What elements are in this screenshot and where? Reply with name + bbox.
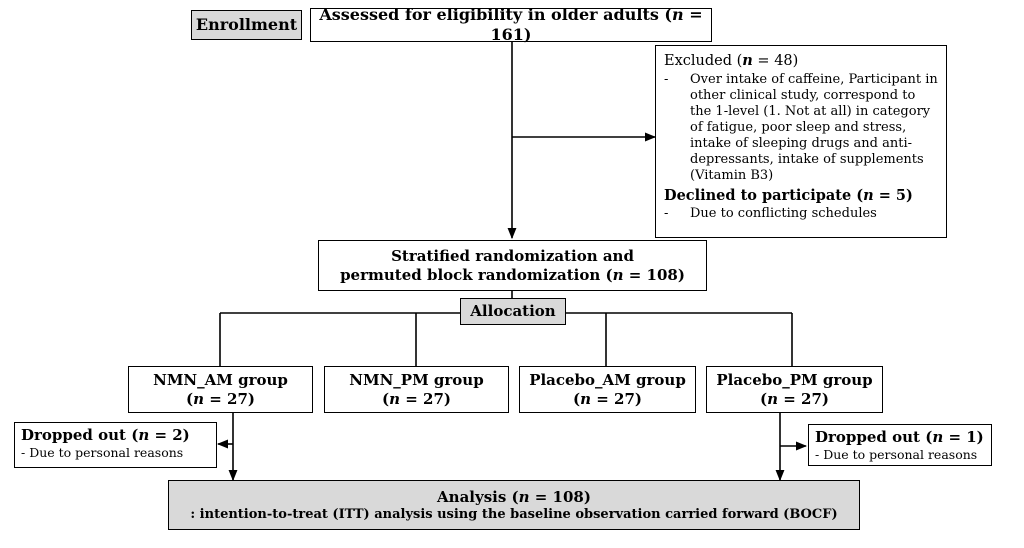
- assessed-box: Assessed for eligibility in older adults…: [310, 5, 712, 44]
- declined-title: Declined to participate (n = 5): [664, 187, 913, 204]
- group-placebo-pm: Placebo_PM group (n = 27): [706, 366, 883, 413]
- enrollment-label: Enrollment: [191, 10, 302, 40]
- excluded-box: Excluded (n = 48) Over intake of caffein…: [655, 45, 947, 238]
- excluded-title: Excluded (n = 48): [664, 52, 799, 69]
- group-nmn-am: NMN_AM group (n = 27): [128, 366, 313, 413]
- group-nmn-pm: NMN_PM group (n = 27): [324, 366, 509, 413]
- allocation-label: Allocation: [460, 298, 566, 325]
- declined-reason: Due to conflicting schedules: [664, 206, 938, 222]
- dropped-out-left: Dropped out (n = 2) - Due to personal re…: [14, 422, 217, 468]
- randomization-box: Stratified randomization and permuted bl…: [318, 240, 707, 291]
- group-placebo-am: Placebo_AM group (n = 27): [519, 366, 696, 413]
- analysis-box: Analysis (n = 108) : intention-to-treat …: [168, 480, 860, 530]
- excluded-reason: Over intake of caffeine, Participant in …: [664, 72, 938, 184]
- dropped-out-right: Dropped out (n = 1) - Due to personal re…: [808, 424, 992, 466]
